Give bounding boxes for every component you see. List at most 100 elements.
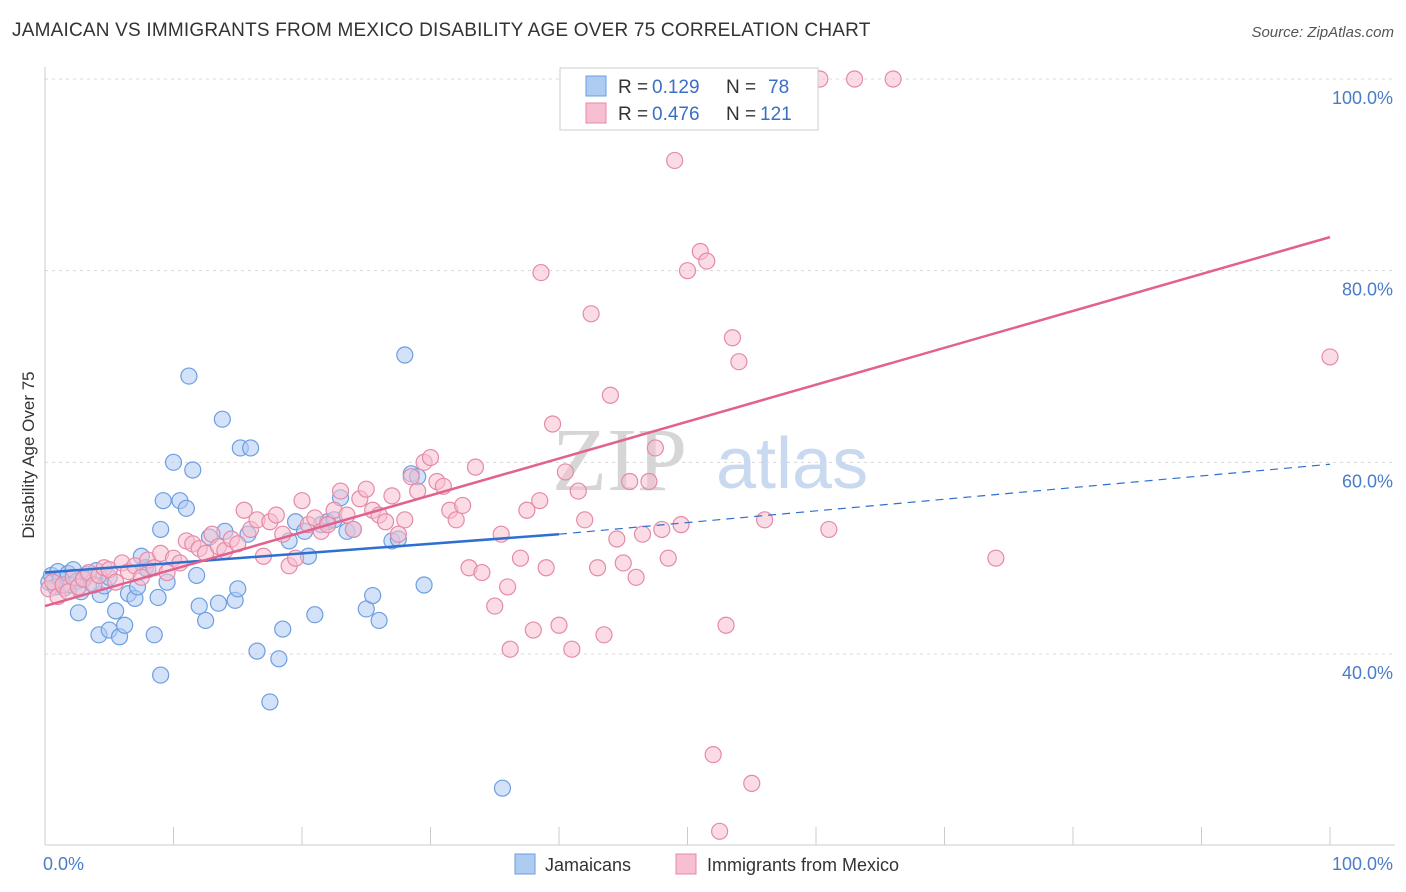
legend-n-label-2: N = — [726, 104, 756, 125]
mexico-point — [389, 525, 407, 543]
source-credit: Source: ZipAtlas.com — [1251, 24, 1394, 41]
jamaicans-point — [180, 367, 198, 385]
mexico-point — [376, 513, 395, 531]
bottom-legend-mexico: Immigrants from Mexico — [707, 855, 899, 875]
jamaicans-point — [154, 492, 172, 510]
jamaicans-point — [107, 602, 125, 620]
jamaicans-point — [370, 611, 388, 630]
mexico-point — [531, 492, 549, 510]
y-axis-title: Disability Age Over 75 — [19, 371, 38, 538]
jamaicans-point — [188, 566, 206, 585]
grid-lines — [45, 78, 1395, 655]
mexico-point — [621, 472, 639, 491]
jamaicans-point — [261, 693, 279, 711]
mexico-point — [569, 482, 587, 500]
mexico-point — [518, 501, 536, 519]
mexico-point — [537, 559, 555, 577]
jamaicans-point — [145, 626, 163, 644]
mexico-point — [396, 511, 414, 529]
jamaicans-trend-line — [44, 532, 560, 574]
mexico-point — [331, 482, 350, 500]
mexico-point — [987, 549, 1005, 567]
jamaicans-point — [69, 604, 88, 622]
mexico-point — [653, 520, 671, 539]
mexico-point — [576, 511, 594, 529]
bottom-legend: Jamaicans Immigrants from Mexico — [514, 853, 899, 875]
jamaicans-point — [190, 597, 208, 615]
legend-r-label-2: R = — [618, 104, 648, 125]
legend-n-value-1: 78 — [768, 77, 789, 98]
axes — [44, 67, 1395, 846]
x-tick-labels: 0.0% 100.0% — [43, 854, 1393, 874]
jamaicans-point — [164, 453, 183, 471]
mexico-point — [717, 616, 735, 634]
y-tick-label: 40.0% — [1342, 663, 1393, 683]
mexico-point — [608, 530, 626, 548]
mexico-point — [473, 563, 491, 582]
bottom-legend-swatch-jamaicans — [514, 853, 536, 875]
mexico-point — [532, 263, 550, 282]
mexico-point — [588, 559, 607, 577]
mexico-point — [550, 616, 568, 634]
legend-n-label-1: N = — [726, 77, 756, 98]
mexico-point — [486, 597, 504, 615]
y-tick-label: 80.0% — [1342, 280, 1393, 300]
jamaicans-point — [149, 588, 167, 607]
watermark: ZIP atlas — [552, 411, 868, 510]
mexico-point — [601, 386, 620, 404]
mexico-point — [678, 262, 697, 280]
legend-n-value-2: 121 — [760, 104, 792, 125]
mexico-point — [466, 458, 485, 476]
legend-box: R = 0.129 N = 78 R = 0.476 N = 121 — [559, 67, 819, 131]
jamaicans-point — [197, 611, 215, 630]
mexico-point — [499, 578, 517, 596]
mexico-point — [447, 511, 465, 529]
mexico-point — [524, 621, 542, 639]
mexico-point — [884, 70, 902, 88]
mexico-point — [646, 439, 664, 457]
mexico-point — [672, 516, 690, 534]
mexico-point — [627, 568, 645, 586]
jamaicans-point — [152, 520, 170, 539]
jamaicans-trend-extension — [558, 463, 1331, 535]
jamaicans-point — [152, 666, 170, 684]
mexico-point — [421, 448, 440, 467]
mexico-point — [235, 501, 253, 519]
y-tick-label: 60.0% — [1342, 471, 1393, 491]
mexico-point — [640, 472, 658, 491]
jamaicans-point — [274, 620, 292, 638]
jamaicans-point — [396, 346, 414, 364]
jamaicans-point — [116, 616, 134, 634]
bottom-legend-jamaicans: Jamaicans — [545, 855, 631, 875]
mexico-point — [501, 640, 519, 658]
legend-swatch-pink — [585, 102, 607, 124]
mexico-point — [293, 492, 311, 510]
jamaicans-point — [213, 410, 231, 428]
watermark-atlas: atlas — [716, 424, 868, 504]
x-tick-label: 100.0% — [1332, 854, 1393, 874]
mexico-point — [704, 746, 722, 764]
mexico-point — [357, 480, 375, 498]
mexico-point — [633, 525, 652, 543]
mexico-point — [383, 487, 401, 505]
jamaicans-point — [364, 586, 382, 605]
mexico-point — [666, 151, 684, 170]
mexico-point — [595, 626, 613, 644]
jamaicans-point — [493, 779, 512, 797]
mexico-point — [820, 520, 838, 539]
mexico-point — [723, 329, 742, 347]
mexico-point — [614, 554, 632, 572]
mexico-point — [402, 468, 420, 486]
mexico-point — [743, 774, 761, 792]
jamaicans-point — [415, 576, 433, 594]
chart-title: JAMAICAN VS IMMIGRANTS FROM MEXICO DISAB… — [12, 20, 871, 41]
jamaicans-point — [242, 439, 260, 457]
mexico-point — [711, 822, 729, 840]
legend-r-value-1: 0.129 — [652, 77, 700, 98]
jamaicans-point — [270, 650, 288, 668]
mexico-point — [563, 640, 581, 658]
mexico-point — [511, 549, 530, 567]
legend-swatch-blue — [585, 75, 607, 97]
mexico-point — [659, 549, 677, 567]
